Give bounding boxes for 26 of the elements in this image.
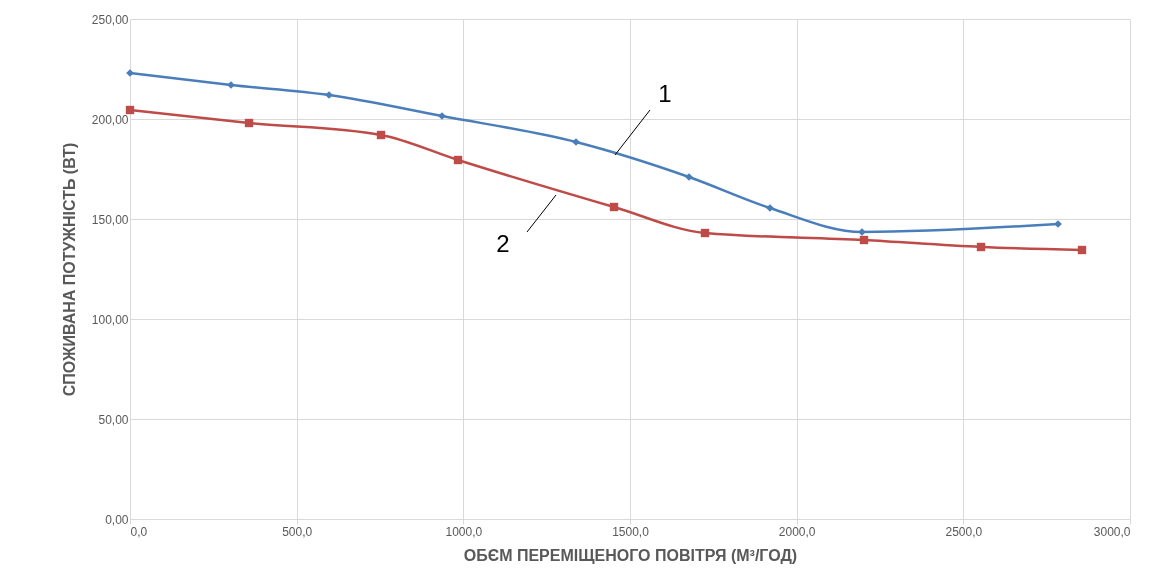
point — [976, 242, 986, 252]
y-tick-label: 50,00 — [98, 412, 129, 427]
x-tick-label: 1500,0 — [612, 524, 650, 539]
point — [859, 235, 869, 245]
point — [244, 118, 254, 128]
point — [376, 130, 386, 140]
y-tick-label: 100,00 — [91, 312, 129, 327]
y-tick-label: 0,00 — [105, 512, 129, 527]
y-tick-label: 200,00 — [91, 112, 129, 127]
x-tick-label: 500,0 — [282, 524, 313, 539]
x-tick-label: 1000,0 — [445, 524, 483, 539]
point — [453, 155, 463, 165]
annotation: 1 — [658, 80, 672, 107]
x-tick-label: 2500,0 — [945, 524, 983, 539]
annotation: 2 — [496, 230, 510, 257]
point — [609, 202, 619, 212]
x-axis-title: ОБЄМ ПЕРЕМІЩЕНОГО ПОВІТРЯ (М³/ГОД) — [463, 546, 798, 564]
point — [1077, 245, 1087, 255]
y-tick-label: 250,00 — [91, 12, 129, 27]
point — [700, 228, 710, 238]
point — [125, 105, 135, 115]
y-tick-label: 150,00 — [91, 212, 129, 227]
x-tick-label: 2000,0 — [778, 524, 816, 539]
x-tick-label: 3000,0 — [1093, 524, 1131, 539]
y-axis-title: СПОЖИВАНА ПОТУЖНІСТЬ (ВТ) — [60, 142, 78, 397]
x-tick-label: 0,0 — [130, 524, 148, 539]
